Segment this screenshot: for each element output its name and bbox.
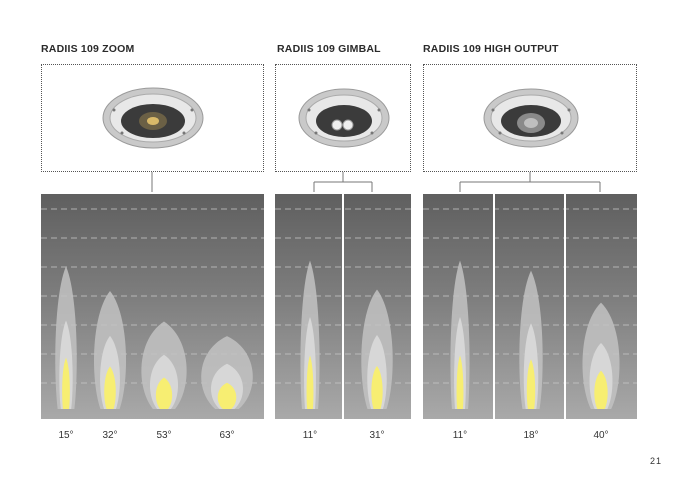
beam-angle-label: 15° [58,430,74,441]
connector-lines [151,172,601,192]
lamp-gimbal-image [298,88,390,148]
panel-divider [342,194,344,419]
panel-divider [564,194,566,419]
lamp-box-zoom [41,64,264,172]
beam-angle-label: 11° [302,430,318,441]
lamp-box-high-output [423,64,637,172]
beam-angle-label: 11° [452,430,468,441]
beam-panel-zoom [41,194,264,419]
page-number: 21 [650,456,663,466]
beam-18deg [519,270,543,409]
beam-63deg [201,336,253,409]
beam-15deg [55,266,77,409]
lamp-zoom-image [102,87,204,149]
section-title-zoom: RADIIS 109 ZOOM [41,43,135,55]
beam-53deg [141,321,187,409]
beam-panel-high-output [423,194,637,419]
beam-angle-label: 63° [219,430,235,441]
beam-11deg [450,260,470,409]
lamp-box-gimbal [275,64,411,172]
panel-divider [493,194,495,419]
beam-angle-label: 53° [156,430,172,441]
section-title-high-output: RADIIS 109 HIGH OUTPUT [423,43,559,55]
beam-11deg [300,260,320,409]
lamp-high-output-image [483,88,579,148]
beam-angle-label: 32° [102,430,118,441]
section-title-gimbal: RADIIS 109 GIMBAL [277,43,381,55]
beam-40deg [582,302,620,409]
beam-angle-label: 18° [523,430,539,441]
beam-angle-label: 31° [369,430,385,441]
beam-angle-label: 40° [593,430,609,441]
beam-31deg [361,289,393,409]
beam-32deg [93,291,127,409]
